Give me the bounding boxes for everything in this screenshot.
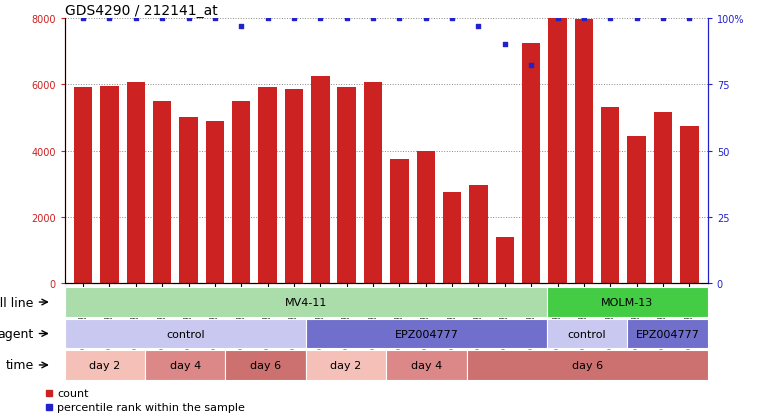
Bar [364,83,382,284]
Point [657,15,669,22]
Bar [145,350,225,380]
Text: GDS4290 / 212141_at: GDS4290 / 212141_at [65,4,218,18]
Bar [627,136,646,284]
Text: MV4-11: MV4-11 [285,297,327,307]
Point [419,15,431,22]
Point [446,15,458,22]
Text: day 6: day 6 [572,360,603,370]
Text: percentile rank within the sample: percentile rank within the sample [57,402,245,412]
Text: cell line: cell line [0,296,33,309]
Bar [443,192,461,284]
Bar [548,19,567,284]
Bar [547,319,627,349]
Point [103,15,116,22]
Bar [495,237,514,284]
Point [393,15,406,22]
Bar [180,118,198,284]
Point [498,42,511,48]
Point [314,15,326,22]
Bar [306,319,547,349]
Bar [386,350,466,380]
Bar [547,287,708,317]
Point [683,15,696,22]
Point [525,63,537,70]
Point [473,23,485,30]
Text: MOLM-13: MOLM-13 [601,297,654,307]
Point [367,15,379,22]
Bar [65,319,306,349]
Text: control: control [568,329,607,339]
Bar [466,350,708,380]
Bar [232,102,250,284]
Bar [225,350,306,380]
Bar [654,113,672,284]
Text: day 6: day 6 [250,360,282,370]
Point [156,15,168,22]
Bar [311,76,330,284]
Point [183,15,195,22]
Text: time: time [5,358,33,372]
Point [209,15,221,22]
Text: agent: agent [0,327,33,340]
Point [77,15,89,22]
Point [604,15,616,22]
Bar [126,83,145,284]
Text: control: control [166,329,205,339]
Point [235,23,247,30]
Point [341,15,353,22]
Bar [205,121,224,284]
Bar [390,159,409,284]
Text: day 4: day 4 [411,360,442,370]
Bar [285,90,303,284]
Bar [470,186,488,284]
Bar [306,350,386,380]
Point [630,15,642,22]
Bar [575,20,593,284]
Point [262,15,274,22]
Text: day 2: day 2 [330,360,361,370]
Bar [627,319,708,349]
Bar [153,102,171,284]
Point [288,15,300,22]
Bar [522,43,540,284]
Bar [259,88,277,284]
Bar [416,151,435,284]
Bar [65,287,547,317]
Bar [337,88,356,284]
Bar [100,87,119,284]
Text: EPZ004777: EPZ004777 [635,329,699,339]
Point [130,15,142,22]
Point [552,15,564,22]
Bar [65,350,145,380]
Bar [74,88,92,284]
Point [578,15,590,22]
Text: day 4: day 4 [170,360,201,370]
Text: day 2: day 2 [89,360,120,370]
Text: EPZ004777: EPZ004777 [394,329,458,339]
Bar [601,108,619,284]
Bar [680,126,699,284]
Text: count: count [57,388,88,398]
